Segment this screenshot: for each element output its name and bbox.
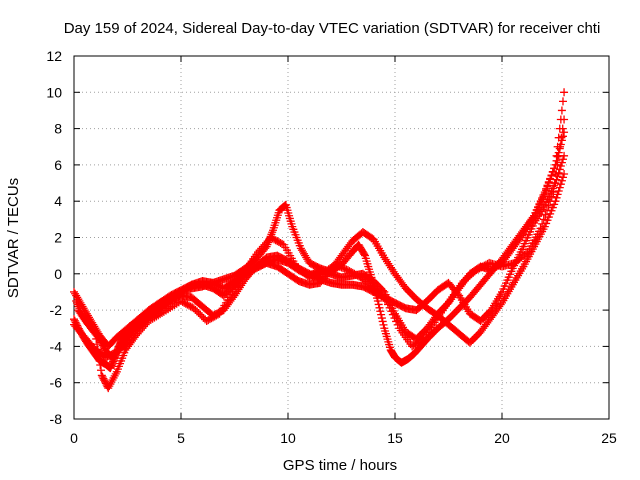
- data-point: [522, 249, 531, 258]
- data-point: [92, 334, 101, 343]
- data-point: [548, 168, 557, 177]
- y-tick-label: 8: [54, 121, 62, 137]
- data-point: [553, 190, 562, 199]
- data-point: [158, 309, 167, 318]
- data-point: [377, 314, 386, 323]
- y-tick-label: 2: [54, 230, 62, 246]
- data-point: [95, 355, 104, 364]
- data-points: [70, 88, 569, 393]
- data-point: [556, 115, 565, 124]
- data-point: [540, 189, 549, 198]
- data-point: [518, 231, 527, 240]
- data-point: [379, 320, 388, 329]
- y-tick-label: 6: [54, 157, 62, 173]
- data-point: [546, 197, 555, 206]
- data-point: [556, 162, 565, 171]
- data-point: [556, 180, 565, 189]
- data-point: [93, 345, 102, 354]
- series-track-1: [70, 128, 569, 373]
- data-point: [546, 175, 555, 184]
- data-point: [547, 171, 556, 180]
- y-tick-label: 0: [54, 266, 62, 282]
- data-point: [536, 224, 545, 233]
- data-point: [542, 186, 551, 195]
- data-point: [553, 142, 562, 151]
- y-tick-label: 12: [46, 48, 62, 64]
- data-point: [553, 152, 562, 161]
- data-point: [552, 193, 561, 202]
- data-point: [551, 160, 560, 169]
- y-tick-label: -8: [50, 411, 63, 427]
- data-point: [557, 106, 566, 115]
- data-point: [377, 310, 386, 319]
- data-point: [374, 300, 383, 309]
- y-tick-label: -6: [50, 375, 63, 391]
- x-tick-label: 25: [601, 430, 617, 446]
- data-point: [496, 300, 505, 309]
- data-point: [543, 182, 552, 191]
- data-point: [375, 303, 384, 312]
- data-point: [560, 88, 569, 97]
- data-point: [560, 169, 569, 178]
- data-point: [549, 188, 558, 197]
- data-point: [538, 219, 547, 228]
- x-tick-label: 10: [280, 430, 296, 446]
- x-tick-label: 15: [387, 430, 403, 446]
- data-point: [378, 317, 387, 326]
- data-point: [544, 201, 553, 210]
- y-axis-label: SDTVAR / TECUs: [5, 178, 22, 298]
- x-tick-label: 0: [70, 430, 78, 446]
- x-tick-label: 20: [494, 430, 510, 446]
- series-track-4: [74, 115, 569, 393]
- data-point: [547, 192, 556, 201]
- y-tick-label: 4: [54, 193, 62, 209]
- data-point: [555, 165, 564, 174]
- data-point: [360, 250, 369, 259]
- x-axis-label: GPS time / hours: [283, 457, 397, 474]
- data-point: [557, 176, 566, 185]
- data-point: [96, 361, 105, 370]
- data-point: [552, 151, 561, 160]
- data-point: [558, 97, 567, 106]
- data-point: [555, 183, 564, 192]
- data-point: [373, 297, 382, 306]
- data-point: [560, 128, 569, 137]
- data-point: [378, 286, 387, 295]
- data-point: [555, 124, 564, 133]
- data-point: [558, 132, 567, 141]
- data-point: [550, 164, 559, 173]
- axis-ticks: 0 5 10 15 20 25 -8 -6 -4 -2 0 2 4 6 8 10 12: [46, 48, 617, 446]
- y-tick-label: -4: [50, 338, 63, 354]
- data-point: [557, 158, 566, 167]
- grid-lines: [74, 56, 609, 419]
- series-track-5: [70, 88, 569, 351]
- data-point: [554, 186, 563, 195]
- data-point: [544, 179, 553, 188]
- chart-title: Day 159 of 2024, Sidereal Day-to-day VTE…: [64, 20, 601, 37]
- data-point: [542, 206, 551, 215]
- data-point: [558, 173, 567, 182]
- y-tick-label: -2: [50, 302, 63, 318]
- y-tick-label: 10: [46, 84, 62, 100]
- data-point: [554, 133, 563, 142]
- data-point: [376, 307, 385, 316]
- data-point: [539, 215, 548, 224]
- data-point: [541, 210, 550, 219]
- x-tick-label: 5: [177, 430, 185, 446]
- series-track-2: [72, 151, 569, 362]
- data-point: [94, 350, 103, 359]
- data-point: [97, 366, 106, 375]
- data-point: [93, 340, 102, 349]
- data-point: [558, 155, 567, 164]
